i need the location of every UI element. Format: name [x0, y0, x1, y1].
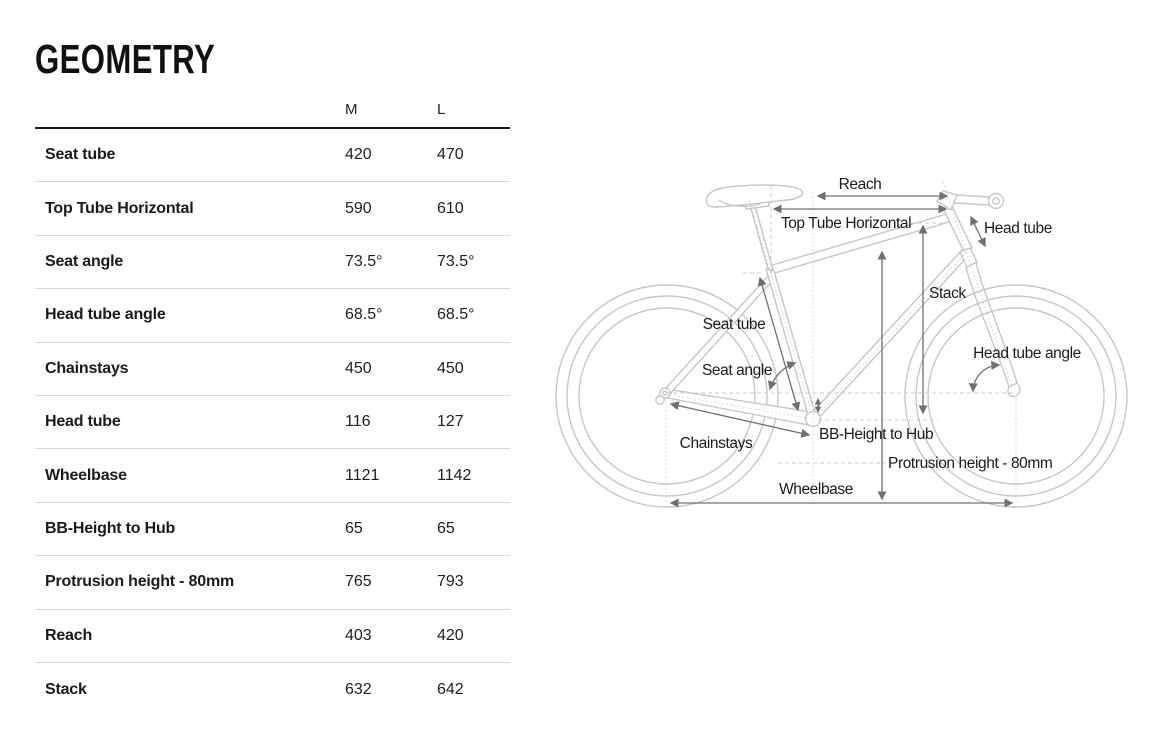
- rear-derailleur: [655, 395, 665, 405]
- value-m: 116: [345, 413, 371, 431]
- value-l: 642: [437, 680, 464, 698]
- table-row: Seat angle 73.5° 73.5°: [35, 236, 510, 290]
- table-row: BB-Height to Hub 65 65: [35, 503, 510, 557]
- value-m: 765: [345, 573, 372, 591]
- value-m: 450: [345, 359, 372, 377]
- value-l: 73.5°: [437, 252, 475, 270]
- table-row: Reach 403 420: [35, 610, 510, 663]
- chainstays-arrow: [669, 401, 811, 438]
- row-label: Seat angle: [45, 252, 124, 270]
- row-label: Head tube: [45, 413, 121, 431]
- table-row: Wheelbase 1121 1142: [35, 449, 510, 503]
- label-head-tube-angle: Head tube angle: [973, 345, 1081, 362]
- label-reach: Reach: [839, 176, 882, 193]
- row-label: Wheelbase: [45, 466, 127, 484]
- head-tube-angle-arc: [968, 360, 1001, 393]
- fork-crown: [959, 247, 978, 268]
- value-m: 68.5°: [345, 306, 383, 324]
- table-row: Chainstays 450 450: [35, 343, 510, 396]
- value-m: 420: [345, 146, 372, 164]
- table-header-size-m: M: [345, 101, 358, 118]
- seat-angle-arc: [767, 361, 797, 391]
- seat-tube-shape: [764, 268, 819, 421]
- bike-geometry-diagram: Reach Top Tube Horizontal Head tube Stac…: [555, 176, 1128, 508]
- grip: [987, 192, 1005, 210]
- handlebar: [953, 194, 991, 206]
- fork-leg: [965, 262, 1018, 388]
- row-label: Reach: [45, 626, 93, 644]
- head-tube: [942, 203, 973, 253]
- value-l: 793: [437, 573, 464, 591]
- label-bb-height-to-hub: BB-Height to Hub: [819, 426, 933, 443]
- label-top-tube-horizontal: Top Tube Horizontal: [781, 215, 911, 232]
- table-row: Top Tube Horizontal 590 610: [35, 182, 510, 236]
- label-seat-tube: Seat tube: [703, 316, 766, 333]
- table-row: Seat tube 420 470: [35, 129, 510, 183]
- value-m: 403: [345, 626, 372, 644]
- value-l: 470: [437, 146, 464, 164]
- row-label: Seat tube: [45, 146, 116, 164]
- value-l: 1142: [437, 466, 472, 484]
- table-row: Head tube 116 127: [35, 396, 510, 450]
- value-l: 450: [437, 359, 464, 377]
- row-label: Top Tube Horizontal: [45, 199, 194, 217]
- value-m: 632: [345, 680, 372, 698]
- down-tube: [809, 247, 970, 423]
- saddle-underside: [718, 199, 761, 208]
- row-label: Stack: [45, 680, 87, 698]
- fork-dropout: [1007, 382, 1021, 398]
- dimension-arrows: [669, 191, 1014, 508]
- value-m: 1121: [345, 466, 380, 484]
- head-tube-arrow: [970, 215, 986, 248]
- value-l: 420: [437, 626, 464, 644]
- label-protrusion-height: Protrusion height - 80mm: [888, 455, 1052, 472]
- table-row: Stack 632 642: [35, 663, 510, 716]
- row-label: Protrusion height - 80mm: [45, 573, 234, 591]
- table-header-row: M L: [35, 90, 510, 129]
- saddle: [705, 184, 804, 208]
- value-l: 68.5°: [437, 306, 475, 324]
- label-wheelbase: Wheelbase: [779, 481, 853, 498]
- label-chainstays: Chainstays: [680, 435, 753, 452]
- front-wheel: [904, 284, 1128, 508]
- label-seat-angle: Seat angle: [702, 362, 772, 379]
- table-row: Protrusion height - 80mm 765 793: [35, 556, 510, 610]
- diagram-labels: Reach Top Tube Horizontal Head tube Stac…: [680, 176, 1082, 498]
- value-l: 610: [437, 199, 464, 217]
- row-label: BB-Height to Hub: [45, 519, 176, 537]
- page-title: GEOMETRY: [35, 36, 216, 82]
- value-l: 65: [437, 519, 455, 537]
- label-head-tube: Head tube: [984, 220, 1052, 237]
- table-header-size-l: L: [437, 101, 446, 118]
- value-l: 127: [437, 413, 464, 431]
- geometry-table: M L Seat tube 420 470 Top Tube Horizonta…: [35, 90, 510, 716]
- value-m: 65: [345, 519, 363, 537]
- value-m: 73.5°: [345, 252, 383, 270]
- value-m: 590: [345, 199, 372, 217]
- label-stack: Stack: [929, 285, 966, 302]
- grip-inner: [992, 197, 1000, 205]
- row-label: Head tube angle: [45, 306, 166, 324]
- row-label: Chainstays: [45, 359, 129, 377]
- table-row: Head tube angle 68.5° 68.5°: [35, 289, 510, 343]
